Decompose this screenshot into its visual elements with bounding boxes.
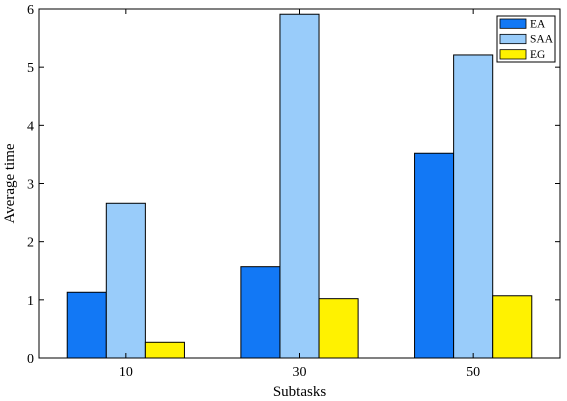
axis-ticks: 10 30 50 0 1 2 3 4 5 6	[27, 3, 560, 380]
bar-saa-50	[453, 54, 494, 359]
y-tick-label: 3	[27, 178, 34, 193]
legend: EA SAA EG	[496, 15, 556, 63]
legend-label-eg: EG	[530, 49, 545, 61]
bar-saa-30	[279, 13, 320, 359]
y-tick-label: 4	[27, 119, 34, 134]
legend-swatch-saa	[499, 33, 527, 45]
bar-eg-10	[144, 341, 185, 359]
y-tick-label: 5	[27, 61, 34, 76]
y-tick-label: 1	[27, 294, 34, 309]
bar-ea-50	[414, 152, 455, 359]
bar-saa-10	[105, 202, 146, 359]
legend-swatch-eg	[499, 49, 527, 60]
bar-eg-50	[492, 295, 533, 359]
legend-swatch-ea	[499, 18, 527, 29]
y-tick-label: 2	[27, 236, 34, 251]
x-tick-label: 50	[466, 365, 480, 380]
bar-ea-30	[240, 266, 281, 359]
x-tick-label: 30	[293, 365, 307, 380]
bar-ea-10	[66, 291, 107, 359]
y-tick-label: 0	[27, 352, 34, 367]
y-tick-label: 6	[27, 3, 34, 18]
legend-label-ea: EA	[530, 18, 546, 30]
y-axis-label: Average time	[2, 143, 18, 223]
legend-label-saa: SAA	[530, 34, 554, 46]
x-axis-label: Subtasks	[273, 384, 327, 400]
x-tick-label: 10	[119, 365, 133, 380]
bars-group	[66, 13, 533, 359]
bar-eg-30	[318, 298, 359, 359]
